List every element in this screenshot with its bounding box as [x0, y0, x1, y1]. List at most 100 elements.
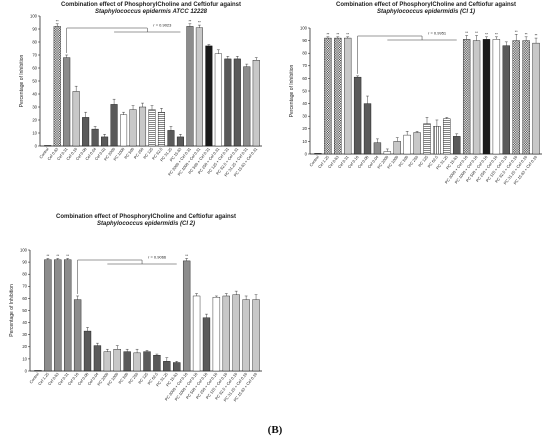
x-tick-label: PC 1000	[112, 146, 126, 162]
chart-title: Combination effect of PhosphorylCholine …	[61, 2, 241, 8]
significance-mark: **	[198, 21, 201, 25]
significance-mark: **	[189, 19, 192, 23]
chart-panel-ci-1: Combination effect of PhosphorylCholine …	[280, 0, 550, 205]
figure-label: (B)	[267, 424, 283, 436]
y-tick-label: 0	[305, 151, 308, 156]
y-tick-label: 0	[35, 143, 38, 148]
y-tick-label: 50	[32, 78, 37, 83]
bar	[83, 330, 92, 372]
bar	[192, 295, 201, 372]
x-tick-label: PC 1000	[106, 371, 120, 387]
bar	[44, 259, 52, 372]
correlation-label: r = 0.9951	[428, 31, 447, 36]
bar	[324, 37, 332, 155]
bar	[242, 299, 250, 372]
bar	[224, 58, 232, 147]
x-tick-label: PC 125	[142, 147, 154, 160]
chart-panel-atcc-12228: Combination effect of PhosphorylCholine …	[0, 0, 275, 205]
y-tick-label: 10	[22, 356, 27, 361]
bar	[153, 355, 161, 372]
bar	[34, 370, 42, 372]
y-tick-label: 40	[32, 91, 37, 96]
bar	[522, 40, 530, 155]
y-tick-label: 30	[302, 114, 307, 119]
bar-chart-2: Combination effect of PhosphorylCholine …	[289, 2, 542, 185]
bar	[453, 136, 461, 155]
y-tick-label: 60	[22, 296, 27, 301]
x-tick-label: PC 125	[417, 155, 429, 168]
y-tick-label: 60	[32, 65, 37, 70]
bar-chart-3: Combination effect of PhosphorylCholine …	[9, 214, 262, 402]
bar-chart-1: Combination effect of PhosphorylCholine …	[19, 2, 262, 177]
bar	[123, 351, 131, 372]
x-tick-label: PC 1000	[386, 154, 400, 170]
bar	[502, 45, 510, 155]
y-tick-label: 90	[302, 38, 307, 43]
bar	[482, 39, 491, 155]
bar	[173, 362, 181, 372]
bar	[139, 106, 147, 147]
bar	[443, 118, 451, 155]
x-tick-label: Control	[38, 146, 50, 159]
y-tick-label: 70	[32, 52, 37, 57]
chart-subtitle: Staphylococcus epidermis ATCC 12228	[95, 9, 208, 15]
bar	[472, 40, 481, 155]
bar	[63, 57, 71, 147]
correlation-bracket	[66, 27, 181, 53]
y-tick-label: 70	[302, 63, 307, 68]
bar	[202, 317, 211, 372]
y-axis-label: Percentage of Inhibition	[9, 284, 15, 337]
y-tick-label: 70	[22, 284, 27, 289]
y-tick-label: 20	[22, 344, 27, 349]
bar	[243, 66, 251, 147]
bar	[133, 352, 141, 372]
bar	[403, 134, 411, 155]
bar	[232, 294, 240, 372]
bar	[72, 91, 80, 147]
bar	[373, 142, 382, 155]
chart-subtitle: Staphylococcus epidermidis (CI 1)	[377, 9, 475, 15]
significance-mark: **	[346, 32, 349, 36]
x-tick-label: PC 125	[137, 372, 149, 385]
y-tick-label: 100	[300, 25, 308, 30]
significance-mark: **	[535, 34, 538, 38]
bar	[423, 123, 431, 155]
bar	[91, 128, 99, 147]
y-tick-label: 90	[32, 26, 37, 31]
significance-mark: **	[465, 31, 468, 35]
correlation-label: r = 0.9066	[148, 255, 167, 260]
y-tick-label: 80	[302, 51, 307, 56]
y-axis-label: Percentage of Inhibition	[289, 65, 295, 118]
significance-mark: **	[475, 31, 478, 35]
bar	[214, 53, 222, 147]
y-tick-label: 90	[22, 260, 27, 265]
y-tick-label: 0	[25, 368, 28, 373]
chart-title: Combination effect of PhosphorylCholine …	[336, 2, 516, 8]
bar	[512, 40, 520, 155]
bar	[93, 345, 102, 372]
bar	[413, 132, 421, 155]
correlation-label: r = 0.9023	[153, 23, 172, 28]
y-tick-label: 10	[32, 130, 37, 135]
correlation-bracket	[357, 35, 457, 74]
bar	[433, 126, 441, 155]
chart-title: Combination effect of PhosphorylCholine …	[56, 214, 236, 220]
bar	[148, 109, 156, 147]
y-tick-label: 50	[302, 88, 307, 93]
y-tick-label: 80	[32, 39, 37, 44]
bar	[182, 260, 191, 372]
y-tick-label: 30	[32, 104, 37, 109]
bar	[334, 37, 342, 155]
significance-mark: **	[46, 254, 49, 258]
y-tick-label: 20	[32, 117, 37, 122]
x-tick-label: Control	[308, 154, 320, 167]
y-tick-label: 20	[302, 126, 307, 131]
bar	[353, 76, 362, 155]
significance-mark: **	[495, 32, 498, 36]
significance-mark: **	[485, 32, 488, 36]
bar	[101, 136, 109, 147]
bar	[129, 109, 137, 147]
bar	[205, 45, 213, 147]
bar	[44, 145, 52, 147]
bar	[120, 114, 128, 147]
